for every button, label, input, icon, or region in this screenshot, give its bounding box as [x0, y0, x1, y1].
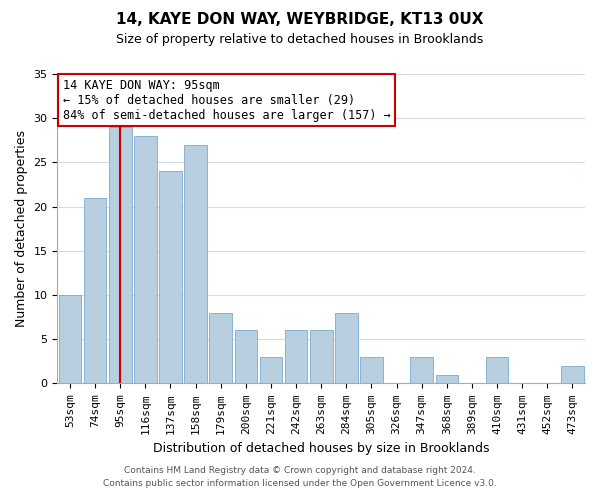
Text: Size of property relative to detached houses in Brooklands: Size of property relative to detached ho…	[116, 32, 484, 46]
X-axis label: Distribution of detached houses by size in Brooklands: Distribution of detached houses by size …	[153, 442, 490, 455]
Bar	[235, 330, 257, 384]
Bar	[84, 198, 106, 384]
Y-axis label: Number of detached properties: Number of detached properties	[15, 130, 28, 327]
Text: Contains HM Land Registry data © Crown copyright and database right 2024.
Contai: Contains HM Land Registry data © Crown c…	[103, 466, 497, 487]
Bar	[260, 357, 282, 384]
Bar	[486, 357, 508, 384]
Bar	[310, 330, 332, 384]
Text: 14, KAYE DON WAY, WEYBRIDGE, KT13 0UX: 14, KAYE DON WAY, WEYBRIDGE, KT13 0UX	[116, 12, 484, 28]
Bar	[59, 295, 81, 384]
Bar	[561, 366, 584, 384]
Bar	[209, 312, 232, 384]
Bar	[134, 136, 157, 384]
Bar	[360, 357, 383, 384]
Bar	[410, 357, 433, 384]
Bar	[285, 330, 307, 384]
Bar	[184, 144, 207, 384]
Bar	[159, 172, 182, 384]
Text: 14 KAYE DON WAY: 95sqm
← 15% of detached houses are smaller (29)
84% of semi-det: 14 KAYE DON WAY: 95sqm ← 15% of detached…	[62, 78, 391, 122]
Bar	[109, 127, 131, 384]
Bar	[335, 312, 358, 384]
Bar	[436, 374, 458, 384]
